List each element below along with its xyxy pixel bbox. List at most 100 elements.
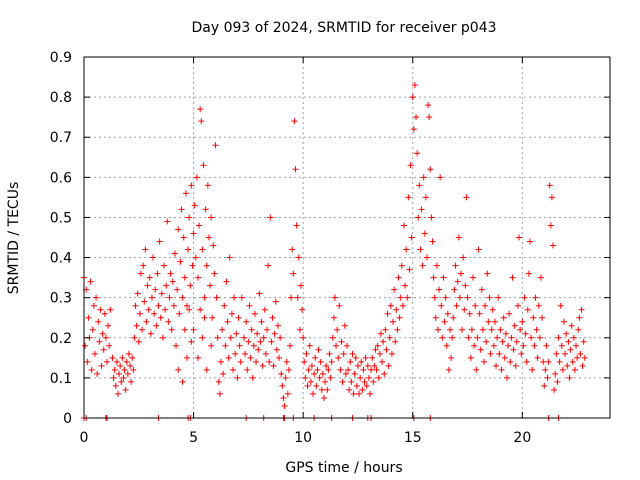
data-point [470,274,477,281]
data-point [452,262,459,269]
data-point [493,362,500,369]
data-point [390,318,397,325]
data-point [107,306,114,313]
data-point [536,334,543,341]
data-point [145,306,152,313]
data-point [581,354,588,361]
data-point [420,174,427,181]
data-point [423,254,430,261]
data-point [379,358,386,365]
data-point [315,346,322,353]
data-point [254,330,261,337]
data-point [497,326,504,333]
data-point [134,290,141,297]
data-point [193,174,200,181]
data-point [248,326,255,333]
data-point [357,374,364,381]
data-point [373,366,380,373]
data-point [419,262,426,269]
chart-title: Day 093 of 2024, SRMTID for receiver p04… [191,20,496,36]
data-point [96,338,103,345]
data-point [335,354,342,361]
data-point [490,342,497,349]
data-point [570,334,577,341]
data-point [417,246,424,253]
data-point [174,286,181,293]
data-point [216,390,223,397]
data-point [219,326,226,333]
data-point [477,346,484,353]
data-point [467,354,474,361]
data-point [143,318,150,325]
data-point [459,326,466,333]
data-point [305,366,312,373]
data-point [285,366,292,373]
data-point [517,326,524,333]
data-point [236,342,243,349]
data-point [326,350,333,357]
data-point [256,290,263,297]
data-point [547,222,554,229]
data-point [360,366,367,373]
data-point [164,218,171,225]
data-point [209,314,216,321]
data-point [486,294,493,301]
data-point [90,302,97,309]
data-point [227,334,234,341]
data-point [392,338,399,345]
data-point [162,306,169,313]
data-point [240,334,247,341]
data-point [147,330,154,337]
data-point [294,294,301,301]
data-point [319,370,326,377]
data-point [427,166,434,173]
data-point [188,182,195,189]
data-point [287,342,294,349]
data-point [480,358,487,365]
data-point [499,338,506,345]
data-point [448,354,455,361]
data-point [502,330,509,337]
data-point [184,354,191,361]
data-point [97,306,104,313]
data-point [440,274,447,281]
data-point [387,302,394,309]
data-point [121,366,128,373]
data-point [530,314,537,321]
data-point [118,378,125,385]
data-point [444,310,451,317]
data-point [106,342,113,349]
data-point [405,194,412,201]
data-point [201,314,208,321]
data-point [202,206,209,213]
data-point [313,382,320,389]
y-tick-label: 0.7 [50,130,72,146]
data-point [506,310,513,317]
data-point [415,214,422,221]
data-point [555,334,562,341]
data-point [142,246,149,253]
data-point [226,254,233,261]
data-point [472,302,479,309]
data-point [482,302,489,309]
data-point [261,306,268,313]
data-point [232,350,239,357]
data-point [338,338,345,345]
data-point [181,326,188,333]
data-point [541,382,548,389]
data-point [518,350,525,357]
data-point [180,234,187,241]
y-tick-label: 0.4 [50,251,72,267]
data-point [382,326,389,333]
plot-frame [83,56,611,419]
data-point [184,302,191,309]
data-point [316,374,323,381]
data-point [290,270,297,277]
data-point [578,306,585,313]
data-point [301,358,308,365]
data-point [453,302,460,309]
data-point [445,366,452,373]
data-point [333,342,340,349]
data-point [577,350,584,357]
data-point [185,246,192,253]
